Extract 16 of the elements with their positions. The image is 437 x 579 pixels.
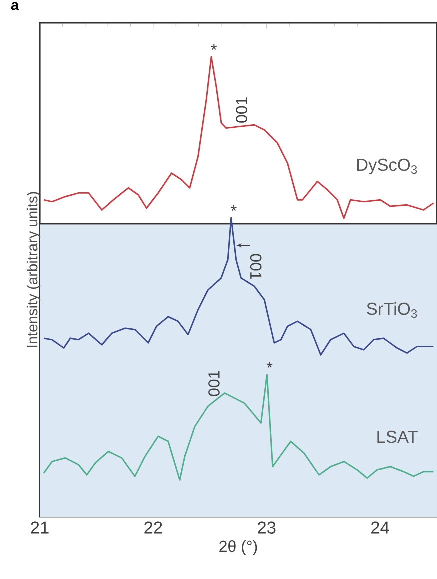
annotation: 001 [236,98,248,123]
x-tick-label: 24 [372,522,390,534]
series-label: DyScO$_{3}$ [357,158,418,175]
annotation: 001 [250,254,262,280]
annotation: * [267,362,273,368]
x-tick-label: 21 [31,522,49,534]
series-label: SrTiO$_{3}$ [367,302,418,318]
annotation: 001 [208,371,220,396]
x-axis-title: 2θ (°) [220,540,258,556]
x-tick-label: 23 [258,522,276,534]
annotation: * [211,44,218,50]
series-label: LSAT [378,430,418,444]
y-axis-title: Intensity (arbitrary units) [26,192,41,348]
annotation: * [231,205,237,212]
x-tick-label: 22 [144,522,162,534]
chart-title: a [11,2,20,10]
